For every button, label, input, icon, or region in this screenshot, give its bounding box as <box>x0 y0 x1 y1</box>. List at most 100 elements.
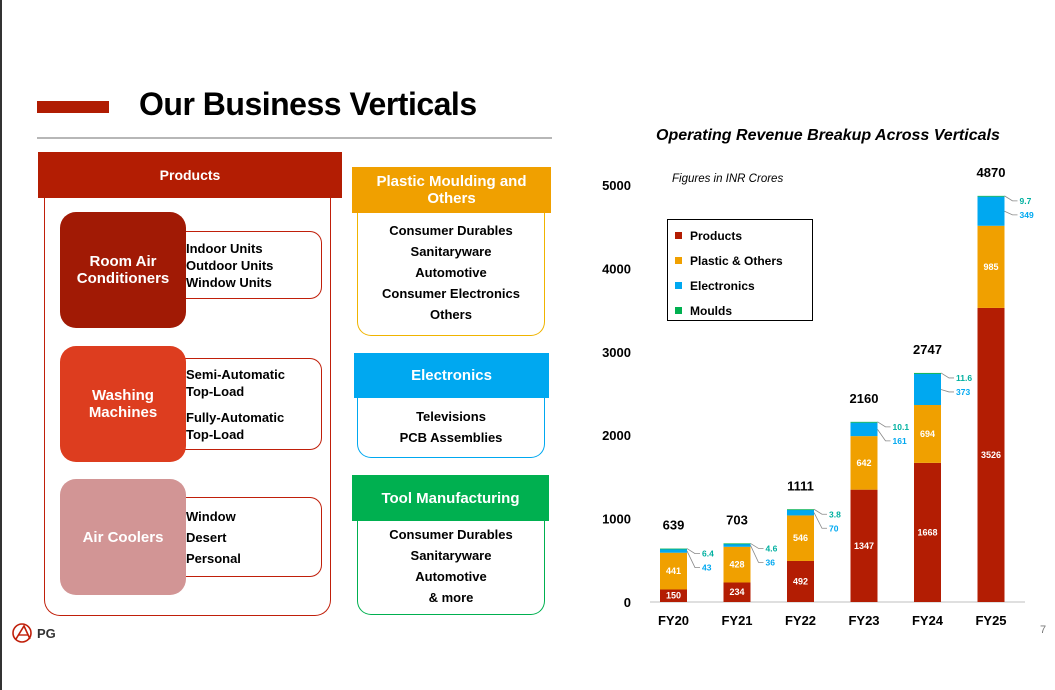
plastic-moulding-header: Plastic Moulding and Others <box>352 167 551 213</box>
room-ac-items: Indoor Units Outdoor Units Window Units <box>180 231 322 299</box>
list-item: Personal <box>186 550 241 566</box>
list-item: & more <box>428 590 474 605</box>
leader-line <box>940 372 954 379</box>
bar-segment-moulds <box>787 509 814 511</box>
list-item: Window Units <box>186 274 272 290</box>
y-tick-label: 5000 <box>602 178 631 193</box>
data-label-moulds: 11.6 <box>956 373 972 383</box>
x-tick-label: FY25 <box>975 613 1006 628</box>
pg-logo-text: PG <box>37 626 56 641</box>
bar-segment-electronics <box>850 422 878 437</box>
total-label: 639 <box>663 518 685 533</box>
data-label-moulds: 6.4 <box>702 549 714 559</box>
data-label: 428 <box>729 560 744 570</box>
list-item: Outdoor Units <box>186 257 274 273</box>
legend-label: Products <box>690 228 743 243</box>
legend-swatch <box>675 232 682 239</box>
data-label: 694 <box>920 429 935 439</box>
list-item: Window <box>186 508 236 524</box>
bar-segment-products <box>787 560 814 602</box>
leader-line <box>813 512 827 529</box>
leader-line <box>750 543 764 549</box>
total-label: 1111 <box>787 478 814 493</box>
title-divider <box>37 137 552 139</box>
bar-segment-moulds <box>977 195 1005 197</box>
list-item: Consumer Electronics <box>382 286 520 301</box>
bar-segment-plastic-others <box>977 225 1005 308</box>
x-tick-label: FY20 <box>658 613 689 628</box>
bar-segment-products <box>723 582 751 602</box>
bar-segment-electronics <box>660 549 687 553</box>
data-label-electronics: 43 <box>702 563 712 573</box>
legend-item-moulds: Moulds <box>675 298 812 323</box>
data-label-electronics: 349 <box>1020 210 1034 220</box>
leader-line <box>813 508 827 515</box>
data-label-moulds: 10.1 <box>893 422 910 432</box>
list-item: Automotive <box>415 265 487 280</box>
list-item: Sanitaryware <box>410 244 492 259</box>
bar-segment-electronics <box>723 543 751 547</box>
tool-manufacturing-items: Consumer Durables Sanitaryware Automotiv… <box>357 518 545 615</box>
data-label: 3526 <box>981 450 1001 460</box>
electronics-items: Televisions PCB Assemblies <box>357 396 545 458</box>
leader-line <box>877 429 891 442</box>
data-label: 546 <box>793 533 808 543</box>
data-label-moulds: 9.7 <box>1020 196 1032 206</box>
data-label: 150 <box>666 591 681 601</box>
bar-segment-products <box>850 489 878 602</box>
list-item: Sanitaryware <box>410 548 492 563</box>
page-title: Our Business Verticals <box>139 86 477 122</box>
x-tick-label: FY24 <box>912 613 944 628</box>
products-header: Products <box>38 152 342 198</box>
bar-segment-products <box>914 462 941 602</box>
total-label: 2747 <box>913 342 942 357</box>
leader-line <box>940 389 954 393</box>
data-label-electronics: 161 <box>893 436 907 446</box>
data-label-electronics: 70 <box>829 523 839 533</box>
list-item: Indoor Units <box>186 240 263 256</box>
data-label: 234 <box>729 587 744 597</box>
legend-label: Electronics <box>690 278 755 293</box>
x-tick-label: FY22 <box>785 613 816 628</box>
bar-segment-electronics <box>787 509 814 516</box>
y-tick-label: 2000 <box>602 428 631 443</box>
bar-segment-moulds <box>660 548 687 550</box>
air-cooler-category: Air Coolers <box>60 479 186 595</box>
leader-line <box>1004 210 1018 216</box>
data-label-electronics: 373 <box>956 387 970 397</box>
data-label: 1668 <box>917 527 937 537</box>
list-item: Automotive <box>415 569 487 584</box>
air-cooler-items: Window Desert Personal <box>180 497 322 577</box>
washing-machine-items: Semi-Automatic Top-Load Fully-Automatic … <box>180 358 322 450</box>
legend-swatch <box>675 282 682 289</box>
page-number: 7 <box>1040 624 1047 636</box>
chart-title: Operating Revenue Breakup Across Vertica… <box>656 127 1000 144</box>
list-item: PCB Assemblies <box>399 429 503 445</box>
total-label: 2160 <box>850 391 879 406</box>
data-label: 441 <box>666 566 681 576</box>
leader-line <box>1004 195 1018 202</box>
bar-segment-electronics <box>914 373 941 406</box>
list-item: Semi-Automatic Top-Load <box>186 366 285 399</box>
y-tick-label: 1000 <box>602 512 631 527</box>
legend-item-products: Products <box>675 223 812 248</box>
tool-manufacturing-header: Tool Manufacturing <box>352 475 549 521</box>
slide-edge-line <box>0 0 2 690</box>
list-item: Consumer Durables <box>389 527 513 542</box>
leader-line <box>750 545 764 563</box>
title-accent-bar <box>37 101 109 113</box>
y-tick-label: 3000 <box>602 345 631 360</box>
bar-segment-moulds <box>914 372 941 374</box>
data-label: 642 <box>856 458 871 468</box>
y-tick-label: 0 <box>624 595 631 610</box>
legend-swatch <box>675 307 682 314</box>
pg-logo-icon <box>12 623 32 643</box>
data-label-moulds: 4.6 <box>766 543 778 553</box>
leader-line <box>686 548 700 554</box>
data-label: 985 <box>983 262 998 272</box>
list-item: Others <box>430 307 472 322</box>
legend-label: Plastic & Others <box>690 253 783 268</box>
legend-label: Moulds <box>690 303 732 318</box>
data-label: 492 <box>793 576 808 586</box>
